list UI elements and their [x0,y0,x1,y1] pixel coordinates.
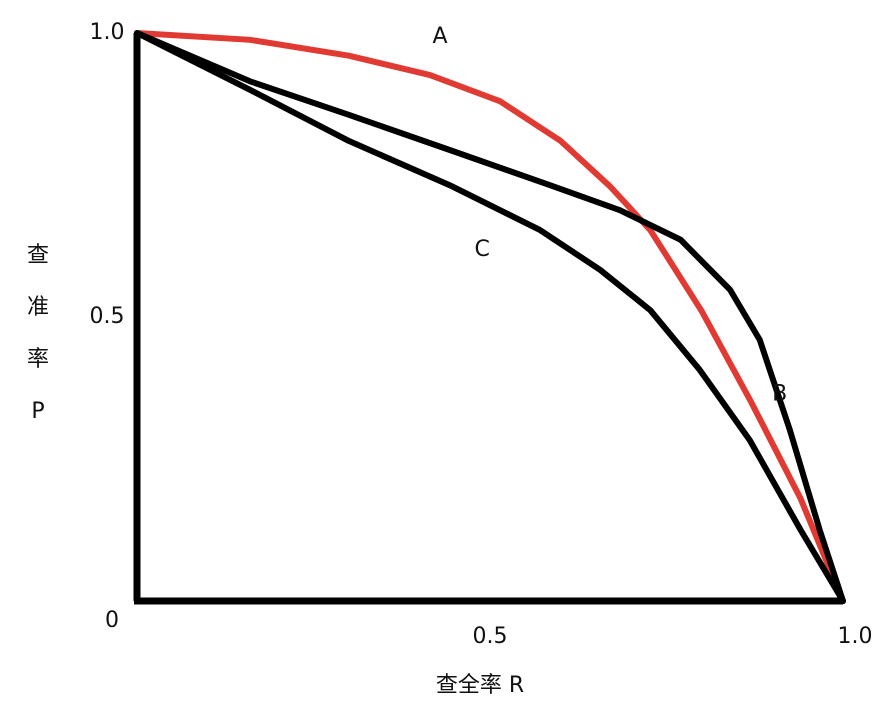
line [134,30,846,604]
line [134,30,846,604]
series-label: B [772,382,787,407]
x-tick-label: 1.0 [838,624,873,649]
line [134,30,846,604]
y-axis-label: P [31,399,44,424]
x-tick-label: 0.5 [473,624,508,649]
y-tick-label: 1.0 [90,20,125,45]
y-axis-label: 查 [27,243,49,268]
y-tick-label: 0.5 [90,304,125,329]
y-axis-label: 率 [27,347,49,372]
series-label: A [432,24,447,49]
y-axis-label: 准 [27,295,49,320]
y-tick-label: 0 [105,608,119,633]
x-axis-label: 查全率 R [436,673,524,698]
series-label: C [474,237,489,262]
